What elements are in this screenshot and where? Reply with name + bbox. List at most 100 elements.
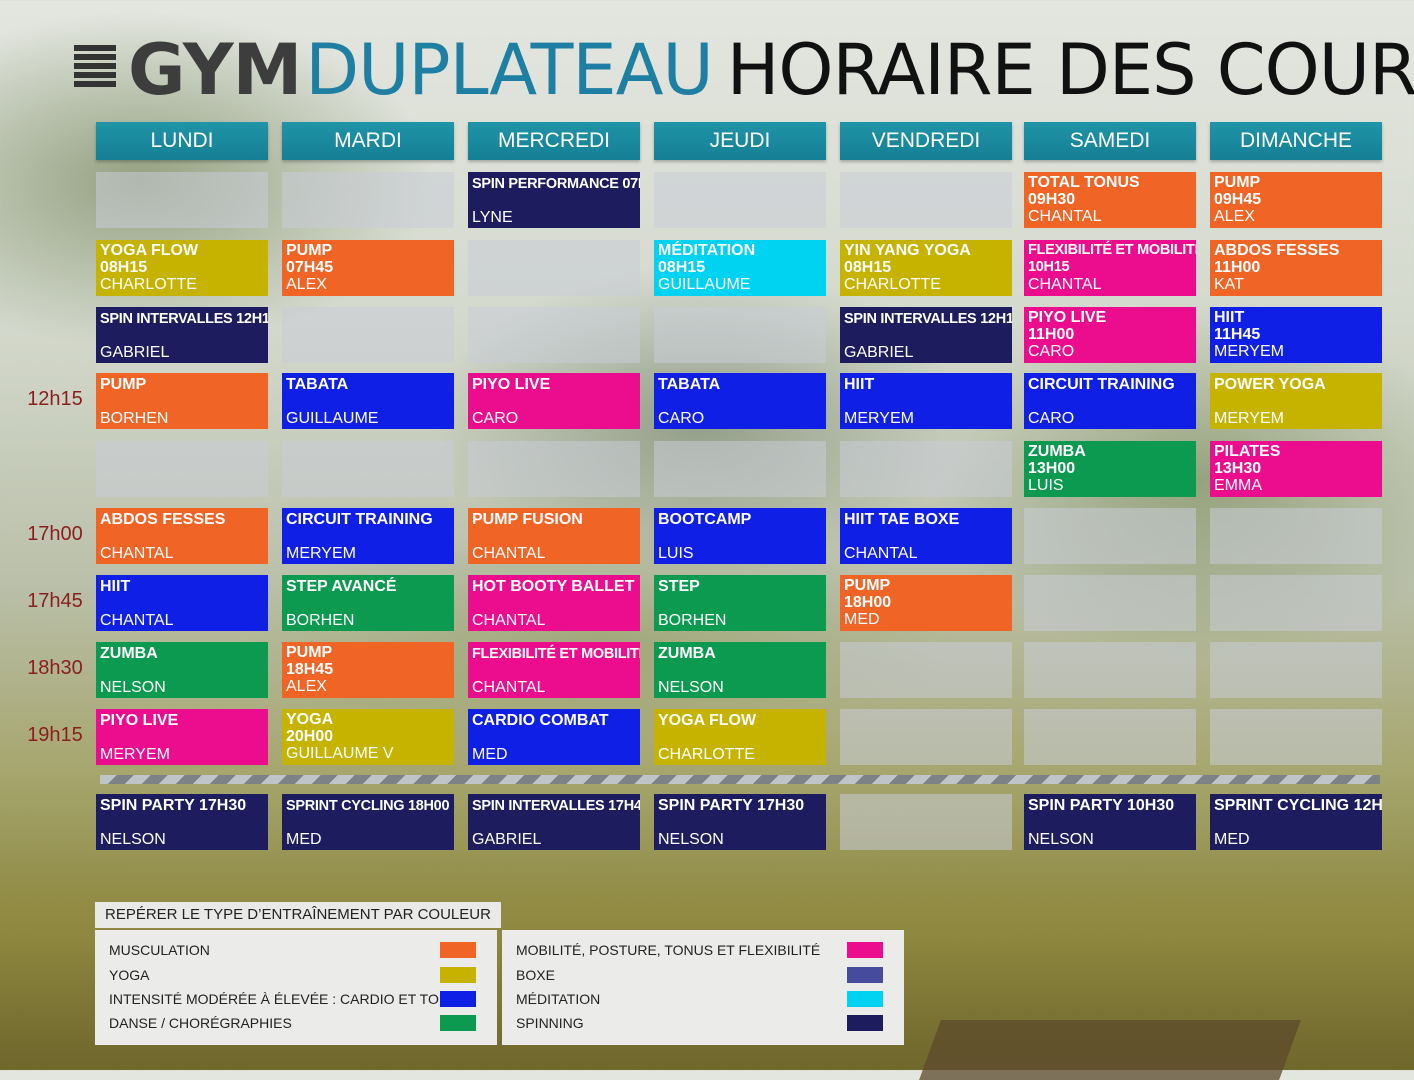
class-title: FLEXIBILITÉ ET MOBILITÉ [472, 646, 640, 662]
time-label: 18h30 [27, 657, 83, 679]
class-card[interactable]: SPIN PARTY 17H30 NELSON [96, 794, 268, 850]
class-card[interactable]: MÉDITATION 08H15 GUILLAUME [654, 240, 826, 296]
legend-label: MUSCULATION [109, 942, 210, 958]
legend-label: YOGA [109, 967, 150, 983]
class-card[interactable]: PUMP BORHEN [96, 373, 268, 429]
class-card[interactable]: ABDOS FESSES 11H00 KAT [1210, 240, 1382, 296]
class-time: 09H30 [1028, 191, 1076, 208]
empty-slot [1024, 575, 1196, 631]
class-instructor: EMMA [1214, 477, 1262, 494]
class-card[interactable]: CARDIO COMBAT MED [468, 709, 640, 765]
class-instructor: GABRIEL [100, 344, 170, 361]
class-card[interactable]: FLEXIBILITÉ ET MOBILITÉ 10H15 CHANTAL [1024, 240, 1196, 296]
class-card[interactable]: HIIT 11H45 MERYEM [1210, 307, 1382, 363]
empty-slot [1024, 508, 1196, 564]
class-card[interactable]: PILATES 13H30 EMMA [1210, 441, 1382, 497]
class-card[interactable]: YOGA FLOW CHARLOTTE [654, 709, 826, 765]
class-instructor: GABRIEL [472, 831, 542, 848]
legend-swatch [847, 991, 883, 1007]
class-card[interactable]: PIYO LIVE 11H00 CARO [1024, 307, 1196, 363]
legend-label: BOXE [516, 967, 555, 983]
class-card[interactable]: SPIN INTERVALLES 12H15 GABRIEL [96, 307, 268, 363]
class-title: YOGA FLOW [100, 242, 199, 259]
class-card[interactable]: YIN YANG YOGA 08H15 CHARLOTTE [840, 240, 1012, 296]
class-card[interactable]: SPIN INTERVALLES 12H15 GABRIEL [840, 307, 1012, 363]
class-card[interactable]: BOOTCAMP LUIS [654, 508, 826, 564]
class-instructor: NELSON [1028, 831, 1094, 848]
class-card[interactable]: ZUMBA 13H00 LUIS [1024, 441, 1196, 497]
class-card[interactable]: SPIN INTERVALLES 17H45 GABRIEL [468, 794, 640, 850]
class-title: SPRINT CYCLING 12H15 [1214, 797, 1382, 814]
class-card[interactable]: YOGA 20H00 GUILLAUME V [282, 709, 454, 765]
class-card[interactable]: TOTAL TONUS 09H30 CHANTAL [1024, 172, 1196, 228]
legend-title: REPÉRER LE TYPE D’ENTRAÎNEMENT PAR COULE… [95, 902, 501, 928]
class-time: 07H45 [286, 259, 334, 276]
empty-slot [282, 307, 454, 363]
class-instructor: GUILLAUME [286, 410, 379, 427]
class-instructor: NELSON [658, 831, 724, 848]
class-card[interactable]: HIIT TAE BOXE CHANTAL [840, 508, 1012, 564]
class-card[interactable]: PUMP 18H00 MED [840, 575, 1012, 631]
class-card[interactable]: YOGA FLOW 08H15 CHARLOTTE [96, 240, 268, 296]
time-label: 17h00 [27, 523, 83, 545]
legend-swatch [440, 967, 476, 983]
class-title: PUMP [1214, 174, 1261, 191]
class-card[interactable]: SPRINT CYCLING 12H15 MED [1210, 794, 1382, 850]
class-card[interactable]: ZUMBA NELSON [654, 642, 826, 698]
class-card[interactable]: SPRINT CYCLING 18H00 MED [282, 794, 454, 850]
brand-primary: GYM [128, 29, 302, 111]
class-card[interactable]: ABDOS FESSES CHANTAL [96, 508, 268, 564]
class-instructor: CHANTAL [1028, 208, 1102, 225]
class-title: SPIN PARTY 10H30 [1028, 797, 1175, 814]
class-card[interactable]: ZUMBA NELSON [96, 642, 268, 698]
class-instructor: GUILLAUME [658, 276, 751, 293]
legend-label: MÉDITATION [516, 991, 601, 1007]
class-card[interactable]: CIRCUIT TRAINING CARO [1024, 373, 1196, 429]
class-card[interactable]: PIYO LIVE MERYEM [96, 709, 268, 765]
class-card[interactable]: STEP BORHEN [654, 575, 826, 631]
class-instructor: CHANTAL [844, 545, 918, 562]
class-card[interactable]: CIRCUIT TRAINING MERYEM [282, 508, 454, 564]
empty-slot [1210, 508, 1382, 564]
class-instructor: CHANTAL [100, 612, 174, 629]
empty-slot [840, 441, 1012, 497]
class-instructor: BORHEN [100, 410, 169, 427]
class-card[interactable]: HOT BOOTY BALLET CHANTAL [468, 575, 640, 631]
class-card[interactable]: HIIT MERYEM [840, 373, 1012, 429]
class-card[interactable]: SPIN PARTY 17H30 NELSON [654, 794, 826, 850]
class-instructor: CARO [658, 410, 705, 427]
class-instructor: CHANTAL [472, 679, 546, 696]
class-card[interactable]: TABATA GUILLAUME [282, 373, 454, 429]
empty-slot [840, 642, 1012, 698]
class-title: SPIN INTERVALLES 12H15 [844, 311, 1012, 327]
class-card[interactable]: HIIT CHANTAL [96, 575, 268, 631]
class-time: 20H00 [286, 728, 334, 745]
empty-slot [1024, 709, 1196, 765]
class-instructor: LUIS [1028, 477, 1064, 494]
class-card[interactable]: PIYO LIVE CARO [468, 373, 640, 429]
class-card[interactable]: SPIN PERFORMANCE 07H00 LYNE [468, 172, 640, 228]
class-title: TABATA [286, 376, 349, 393]
day-header-1: MARDI [282, 122, 454, 160]
class-card[interactable]: PUMP FUSION CHANTAL [468, 508, 640, 564]
class-title: MÉDITATION [658, 242, 756, 259]
class-title: YIN YANG YOGA [844, 242, 971, 259]
class-instructor: KAT [1214, 276, 1244, 293]
class-time: 09H45 [1214, 191, 1262, 208]
class-card[interactable]: SPIN PARTY 10H30 NELSON [1024, 794, 1196, 850]
class-card[interactable]: PUMP 07H45 ALEX [282, 240, 454, 296]
class-title: BOOTCAMP [658, 511, 752, 528]
class-title: STEP AVANCÉ [286, 578, 397, 595]
empty-slot [1210, 642, 1382, 698]
class-card[interactable]: POWER YOGA MERYEM [1210, 373, 1382, 429]
class-title: HOT BOOTY BALLET [472, 578, 635, 595]
class-instructor: CHARLOTTE [658, 746, 755, 763]
class-card[interactable]: TABATA CARO [654, 373, 826, 429]
class-card[interactable]: FLEXIBILITÉ ET MOBILITÉ CHANTAL [468, 642, 640, 698]
class-card[interactable]: STEP AVANCÉ BORHEN [282, 575, 454, 631]
class-instructor: MED [286, 831, 322, 848]
class-instructor: BORHEN [286, 612, 355, 629]
class-card[interactable]: PUMP 09H45 ALEX [1210, 172, 1382, 228]
day-header-2: MERCREDI [468, 122, 640, 160]
class-card[interactable]: PUMP 18H45 ALEX [282, 642, 454, 698]
